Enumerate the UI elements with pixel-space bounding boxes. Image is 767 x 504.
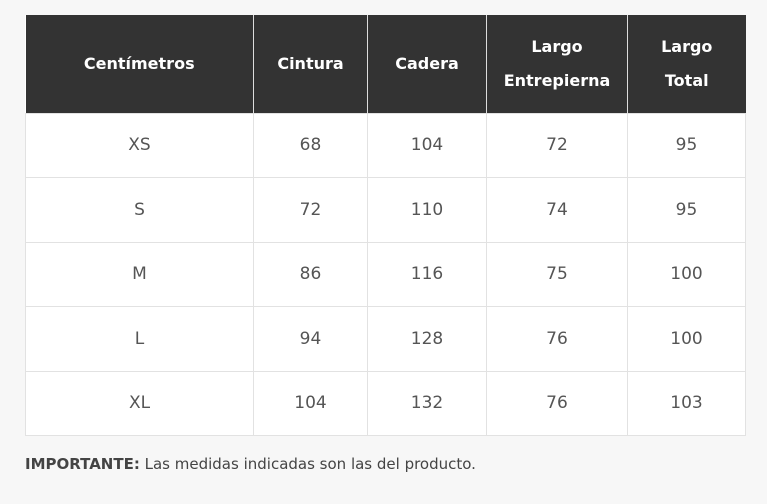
header-cell: Centímetros xyxy=(25,15,254,113)
table-row: XL 104 132 76 103 xyxy=(25,370,746,436)
table-cell: 104 xyxy=(253,370,368,436)
table-cell: S xyxy=(25,177,254,243)
table-row: XS 68 104 72 95 xyxy=(25,112,746,178)
table-cell: 104 xyxy=(367,112,487,178)
table-cell: 72 xyxy=(253,177,368,243)
table-cell: L xyxy=(25,306,254,372)
table-cell: 128 xyxy=(367,306,487,372)
table-cell: 100 xyxy=(627,241,746,307)
size-table: Centímetros Cintura Cadera Largo Entrepiern… xyxy=(25,15,746,436)
table-cell: 76 xyxy=(486,306,628,372)
table-cell: 75 xyxy=(486,241,628,307)
table-cell: 132 xyxy=(367,370,487,436)
table-cell: XS xyxy=(25,112,254,178)
table-cell: 86 xyxy=(253,241,368,307)
table-cell: 95 xyxy=(627,177,746,243)
table-cell: 72 xyxy=(486,112,628,178)
table-cell: 95 xyxy=(627,112,746,178)
table-body: XS 68 104 72 95 S 72 110 74 95 M 86 116 75 100 L 94 128 76… xyxy=(25,112,746,436)
header-row: Centímetros Cintura Cadera Largo Entrepiern… xyxy=(25,15,746,113)
table-cell: 74 xyxy=(486,177,628,243)
table-cell: 94 xyxy=(253,306,368,372)
table-cell: M xyxy=(25,241,254,307)
table-cell: 68 xyxy=(253,112,368,178)
table-row: S 72 110 74 95 xyxy=(25,177,746,243)
note-text: Las medidas indicadas son las del produc… xyxy=(144,455,476,473)
header-cell: Cadera xyxy=(367,15,487,113)
header-cell: Cintura xyxy=(253,15,368,113)
header-cell: Largo Entrepierna xyxy=(486,15,628,113)
note-label: IMPORTANTE: xyxy=(25,455,140,473)
table-row: M 86 116 75 100 xyxy=(25,241,746,307)
table-row: L 94 128 76 100 xyxy=(25,306,746,372)
table-cell: 116 xyxy=(367,241,487,307)
footnote: IMPORTANTE: Las medidas indicadas son la… xyxy=(25,455,476,473)
table-cell: XL xyxy=(25,370,254,436)
header-cell: Largo Total xyxy=(627,15,746,113)
table-cell: 100 xyxy=(627,306,746,372)
table-cell: 110 xyxy=(367,177,487,243)
table-cell: 76 xyxy=(486,370,628,436)
table-cell: 103 xyxy=(627,370,746,436)
